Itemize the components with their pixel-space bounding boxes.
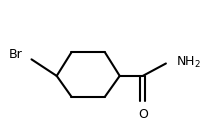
Text: Br: Br — [9, 48, 23, 61]
Text: NH$_2$: NH$_2$ — [176, 55, 201, 70]
Text: O: O — [138, 108, 148, 121]
